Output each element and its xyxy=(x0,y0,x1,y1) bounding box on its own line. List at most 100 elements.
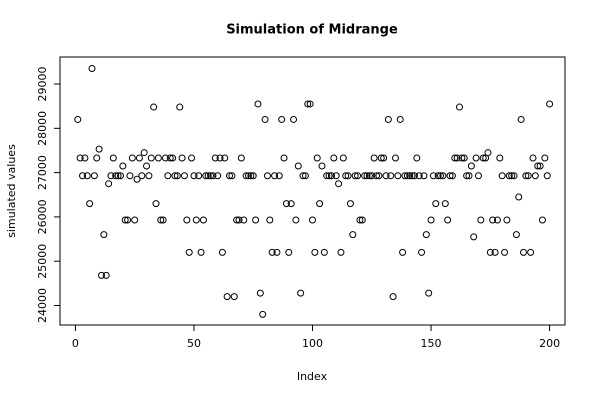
point xyxy=(389,293,397,301)
point xyxy=(415,172,423,180)
y-tick-label: 26000 xyxy=(36,199,49,234)
point xyxy=(403,172,411,180)
point xyxy=(524,172,532,180)
y-tick-label: 24000 xyxy=(36,288,49,323)
point xyxy=(425,289,433,297)
y-tick-label: 27000 xyxy=(36,155,49,190)
point xyxy=(190,172,198,180)
point xyxy=(422,231,430,239)
point xyxy=(76,154,84,162)
point xyxy=(327,172,335,180)
point xyxy=(254,100,262,108)
point xyxy=(517,115,525,123)
x-tick-label: 150 xyxy=(421,337,442,350)
point xyxy=(543,172,551,180)
point xyxy=(199,216,207,224)
plot-box xyxy=(59,56,566,326)
point xyxy=(263,172,271,180)
point xyxy=(332,172,340,180)
point xyxy=(176,103,184,111)
point xyxy=(493,216,501,224)
point xyxy=(126,172,134,180)
point xyxy=(90,172,98,180)
point xyxy=(128,154,136,162)
point xyxy=(418,248,426,256)
point xyxy=(114,172,122,180)
point xyxy=(249,172,257,180)
point xyxy=(458,154,466,162)
point xyxy=(86,200,94,208)
point xyxy=(154,154,162,162)
point xyxy=(344,172,352,180)
point xyxy=(152,200,160,208)
point xyxy=(138,172,146,180)
point xyxy=(280,154,288,162)
point xyxy=(282,200,290,208)
point xyxy=(455,103,463,111)
point xyxy=(410,172,418,180)
point xyxy=(320,248,328,256)
point xyxy=(83,172,91,180)
point xyxy=(522,172,530,180)
point xyxy=(505,172,513,180)
point xyxy=(448,172,456,180)
point xyxy=(169,154,177,162)
point xyxy=(242,172,250,180)
point xyxy=(131,216,139,224)
point xyxy=(377,154,385,162)
point xyxy=(273,248,281,256)
point xyxy=(408,172,416,180)
point xyxy=(309,216,316,224)
point xyxy=(453,154,461,162)
point xyxy=(420,172,428,180)
point xyxy=(207,172,215,180)
point xyxy=(399,248,407,256)
point xyxy=(432,200,440,208)
point xyxy=(351,172,359,180)
point xyxy=(512,231,520,239)
point xyxy=(162,154,170,162)
point xyxy=(335,180,343,188)
point xyxy=(391,154,399,162)
point xyxy=(306,100,314,108)
point xyxy=(256,289,264,297)
point xyxy=(460,154,468,162)
point xyxy=(235,216,243,224)
x-tick-label: 200 xyxy=(539,337,560,350)
point xyxy=(342,172,350,180)
point xyxy=(330,154,338,162)
point xyxy=(356,216,364,224)
point xyxy=(183,216,191,224)
point xyxy=(429,172,437,180)
point xyxy=(271,172,279,180)
point xyxy=(474,172,482,180)
point xyxy=(358,216,366,224)
point xyxy=(159,216,167,224)
point xyxy=(166,154,174,162)
point xyxy=(188,154,196,162)
point xyxy=(112,172,120,180)
point xyxy=(287,200,295,208)
point xyxy=(237,154,245,162)
point xyxy=(541,154,549,162)
point xyxy=(527,248,535,256)
point xyxy=(178,154,186,162)
x-tick-label: 50 xyxy=(187,337,201,350)
point xyxy=(145,172,153,180)
point xyxy=(363,172,371,180)
point xyxy=(301,172,309,180)
point xyxy=(135,154,143,162)
point xyxy=(173,172,181,180)
point xyxy=(116,172,124,180)
point xyxy=(465,172,473,180)
point xyxy=(346,200,354,208)
point xyxy=(81,154,89,162)
point xyxy=(95,145,103,153)
point xyxy=(375,172,383,180)
point xyxy=(74,115,82,123)
point xyxy=(252,216,260,224)
point xyxy=(349,231,357,239)
point xyxy=(380,154,388,162)
point xyxy=(133,175,141,183)
